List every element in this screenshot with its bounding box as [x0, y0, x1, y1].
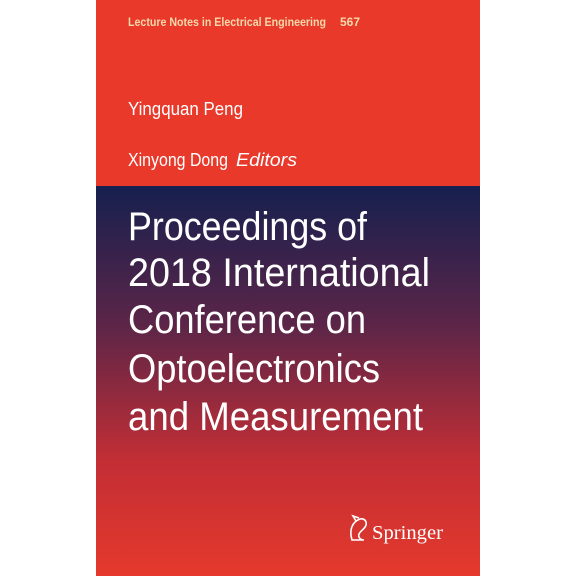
title-line: and Measurement	[128, 395, 423, 439]
springer-horse-icon	[350, 518, 367, 541]
publisher-name: Springer	[372, 522, 443, 544]
editor-name: Yingquan Peng	[128, 99, 243, 119]
title-line: Optoelectronics	[128, 347, 380, 391]
title: Proceedings of 2018 International Confer…	[128, 205, 430, 439]
title-line: Proceedings of	[128, 205, 368, 249]
series-number: 567	[340, 15, 360, 29]
editors-label: Editors	[236, 150, 297, 170]
title-line: Conference on	[128, 298, 366, 342]
springer-horse-ear	[351, 514, 360, 522]
series-name: Lecture Notes in Electrical Engineering	[128, 15, 326, 29]
publisher-logo	[350, 514, 367, 541]
cover-top-band	[96, 0, 480, 186]
cover-lower-panel	[96, 186, 480, 576]
title-line: 2018 International	[128, 251, 430, 295]
editor-name: Xinyong Dong	[128, 150, 228, 170]
